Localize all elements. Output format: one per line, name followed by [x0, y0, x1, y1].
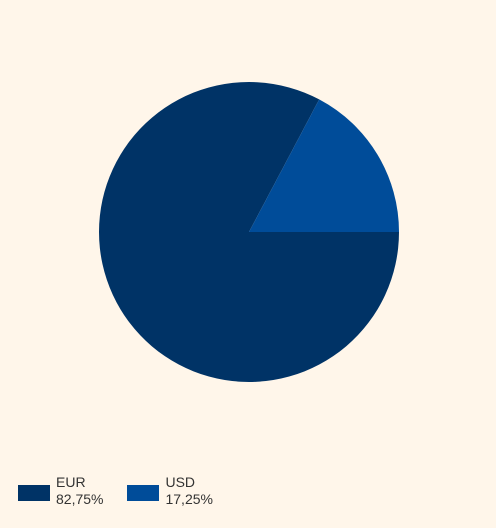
legend-value-eur: 82,75%	[56, 491, 104, 507]
legend-item-usd[interactable]: USD 17,25%	[127, 474, 213, 508]
legend-swatch-eur	[18, 485, 50, 501]
pie-slice-usd[interactable]	[249, 99, 399, 233]
legend-swatch-usd	[127, 485, 160, 501]
pie-chart	[99, 82, 399, 382]
legend: EUR 82,75% USD 17,25%	[18, 474, 237, 508]
legend-item-eur[interactable]: EUR 82,75%	[18, 474, 103, 508]
legend-label-eur: EUR	[56, 474, 86, 490]
legend-value-usd: 17,25%	[165, 491, 213, 507]
legend-label-usd: USD	[165, 474, 196, 490]
